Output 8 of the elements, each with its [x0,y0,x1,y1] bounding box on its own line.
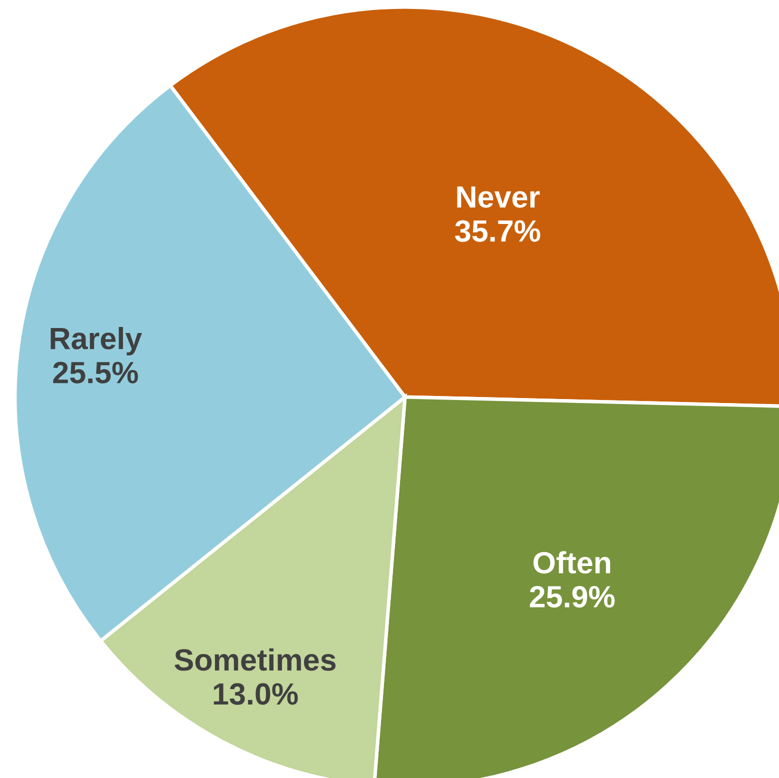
slice-label: Rarely [50,326,142,356]
data-label: 25.5% [53,362,138,384]
slice-label: Never [457,186,540,208]
slice-label: Often [534,551,610,574]
slice-label: Sometimes [174,648,336,671]
data-label: 35.7% [455,220,540,242]
data-label: 13.0% [214,683,298,705]
data-label: 25.9% [530,586,615,608]
